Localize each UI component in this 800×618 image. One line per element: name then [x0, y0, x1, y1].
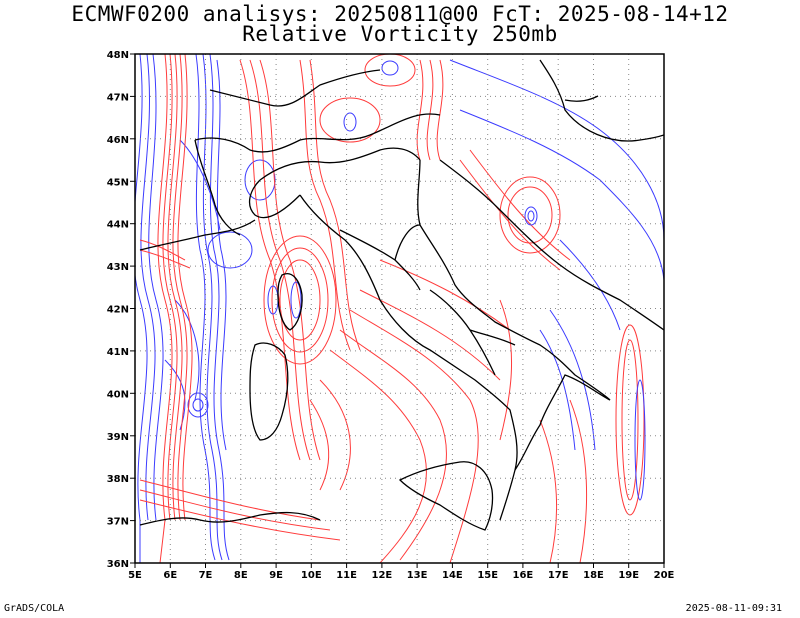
- lon-label: 9E: [269, 570, 283, 581]
- lon-label: 17E: [548, 570, 569, 581]
- map-subtitle: Relative Vorticity 250mb: [242, 22, 558, 46]
- lon-label: 15E: [477, 570, 498, 581]
- footer-timestamp: 2025-08-11-09:31: [685, 603, 782, 614]
- coastlines: [139, 59, 664, 531]
- map-title: ECMWF0200 analisys: 20250811@00 FcT: 202…: [71, 2, 729, 26]
- lat-label: 39N: [107, 432, 129, 443]
- lon-label: 20E: [654, 570, 675, 581]
- lon-label: 16E: [513, 570, 534, 581]
- lat-label: 47N: [107, 92, 129, 103]
- lon-label: 19E: [618, 570, 639, 581]
- lat-label: 45N: [107, 177, 129, 188]
- lon-label: 5E: [128, 570, 142, 581]
- lon-label: 8E: [234, 570, 248, 581]
- positive-vorticity-contours: [139, 54, 645, 563]
- contour-field: [135, 54, 664, 563]
- lat-lon-grid: [135, 54, 664, 563]
- lat-label: 44N: [107, 220, 129, 231]
- latitude-labels: 36N 37N 38N 39N 40N 41N 42N 43N 44N 45N …: [107, 50, 129, 570]
- lon-label: 14E: [442, 570, 463, 581]
- lon-label: 13E: [407, 570, 428, 581]
- eastern-negative-contours: [267, 59, 664, 501]
- lon-label: 10E: [301, 570, 322, 581]
- lat-label: 48N: [107, 50, 129, 61]
- lat-label: 36N: [107, 559, 129, 570]
- lat-label: 38N: [107, 474, 129, 485]
- footer-software: GrADS/COLA: [4, 603, 65, 614]
- lat-label: 41N: [107, 347, 129, 358]
- lat-label: 40N: [107, 389, 129, 400]
- negative-vorticity-contours: [135, 54, 276, 563]
- lon-label: 6E: [163, 570, 177, 581]
- lat-label: 37N: [107, 517, 129, 528]
- lat-label: 46N: [107, 135, 129, 146]
- lon-label: 12E: [372, 570, 393, 581]
- longitude-labels: 5E 6E 7E 8E 9E 10E 11E 12E 13E 14E 15E 1…: [128, 570, 674, 581]
- lon-label: 7E: [199, 570, 213, 581]
- axis-ticks: [130, 53, 665, 568]
- lat-label: 42N: [107, 305, 129, 316]
- lat-label: 43N: [107, 262, 129, 273]
- lon-label: 18E: [583, 570, 604, 581]
- lon-label: 11E: [336, 570, 357, 581]
